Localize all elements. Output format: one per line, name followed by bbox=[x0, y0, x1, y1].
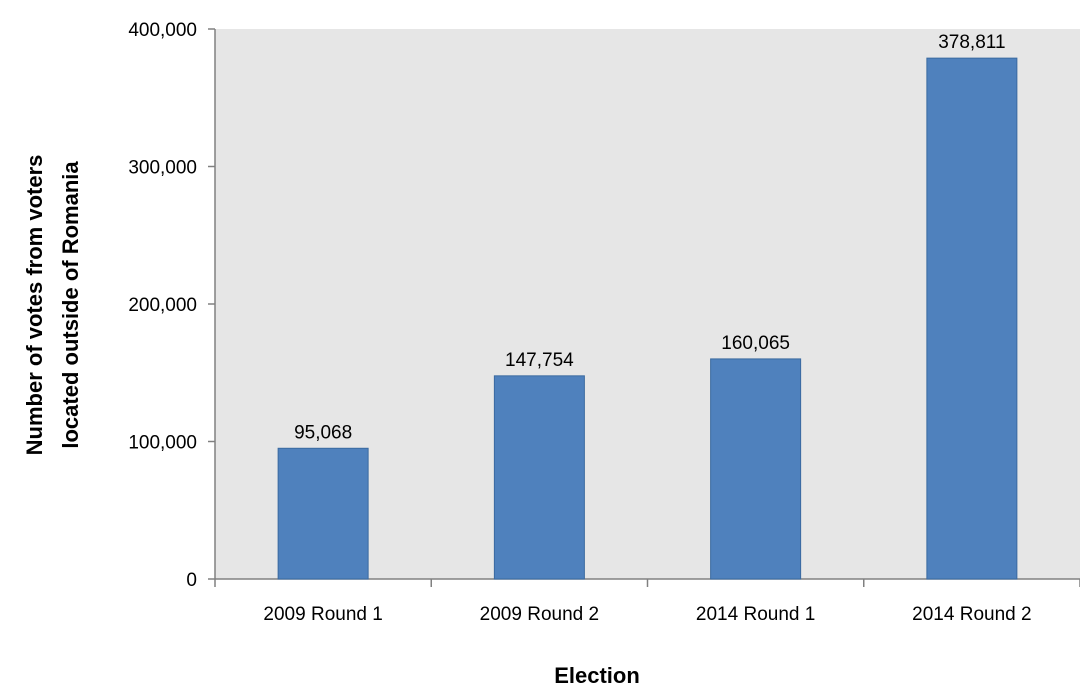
y-tick-label: 300,000 bbox=[128, 158, 197, 179]
bar bbox=[277, 447, 369, 580]
y-tick-label: 0 bbox=[186, 570, 197, 591]
data-label: 95,068 bbox=[294, 422, 352, 443]
y-tick-label: 400,000 bbox=[128, 20, 197, 41]
x-category-label: 2014 Round 1 bbox=[696, 604, 815, 625]
x-axis-title: Election bbox=[554, 663, 640, 686]
bar bbox=[493, 375, 585, 580]
data-label: 147,754 bbox=[505, 350, 574, 371]
x-category-label: 2014 Round 2 bbox=[912, 604, 1031, 625]
x-category-label: 2009 Round 1 bbox=[263, 604, 382, 625]
data-label: 160,065 bbox=[721, 333, 790, 354]
bar bbox=[710, 358, 802, 580]
y-axis-title-line-1: Number of votes from voters bbox=[22, 155, 47, 456]
y-tick-label: 200,000 bbox=[128, 295, 197, 316]
data-label: 378,811 bbox=[938, 32, 1005, 53]
y-tick-label: 100,000 bbox=[128, 433, 197, 454]
x-category-label: 2009 Round 2 bbox=[480, 604, 599, 625]
y-axis-title-line-2: located outside of Romania bbox=[58, 161, 83, 449]
bar bbox=[926, 57, 1018, 580]
